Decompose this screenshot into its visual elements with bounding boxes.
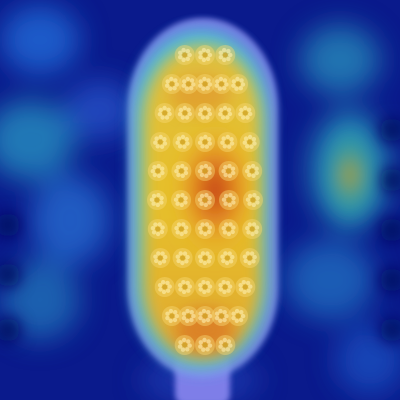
bristle-tuft [218,161,239,181]
bristle-tuft [174,335,195,355]
bristle-tuft [239,132,260,152]
bristle-tuft [219,190,239,210]
bristle-tuft [242,161,263,181]
side-hotspot [320,125,380,225]
bristle-tuft [243,190,263,210]
bristle-tuft [242,219,263,239]
bristle-tuft [154,277,175,297]
bristle-tuft [217,248,238,268]
bristle-tuft [195,277,215,297]
bristle-tuft [195,161,215,181]
bristle-tuft [215,103,236,123]
bristle-tuft [171,190,191,210]
bristle-tuft [228,306,249,326]
bristle-tuft [195,248,215,268]
bristle-tuft [174,277,195,297]
bristle-tuft [218,219,239,239]
bristle-tuft [215,335,236,355]
heat-core [170,120,260,260]
bristle-tuft [150,132,171,152]
bristle-tuft [147,219,168,239]
bristle-tuft [235,277,256,297]
bristle-tuft [195,190,215,210]
bristle-tuft [171,161,192,181]
bristle-tuft [195,132,215,152]
bristle-tuft [215,277,236,297]
bristle-tuft [147,161,168,181]
bristle-tuft [174,103,195,123]
bristle-tuft [211,306,232,326]
bristle-tuft [178,74,199,94]
background-dark-spots [0,118,400,342]
bristle-tuft [161,74,182,94]
bristle-tufts [147,45,263,355]
bristle-tuft [178,306,199,326]
bristle-tuft [228,74,249,94]
bristle-tuft [195,306,215,326]
bristle-tuft [217,132,238,152]
bristle-tuft [147,190,167,210]
bristle-tuft [195,335,215,355]
bristle-tuft [154,103,175,123]
bristle-tuft [239,248,260,268]
bristle-tuft [172,248,193,268]
bristle-tuft [235,103,256,123]
bristle-tuft [174,45,195,65]
bristle-tuft [172,132,193,152]
bristle-tuft [195,219,215,239]
bristle-tuft [195,74,215,94]
bristle-tuft [171,219,192,239]
bristle-tuft [195,103,215,123]
bristle-tuft [161,306,182,326]
bristle-tuft [150,248,171,268]
bristle-tuft [195,45,215,65]
bristle-tuft [215,45,236,65]
bristle-tuft [211,74,232,94]
